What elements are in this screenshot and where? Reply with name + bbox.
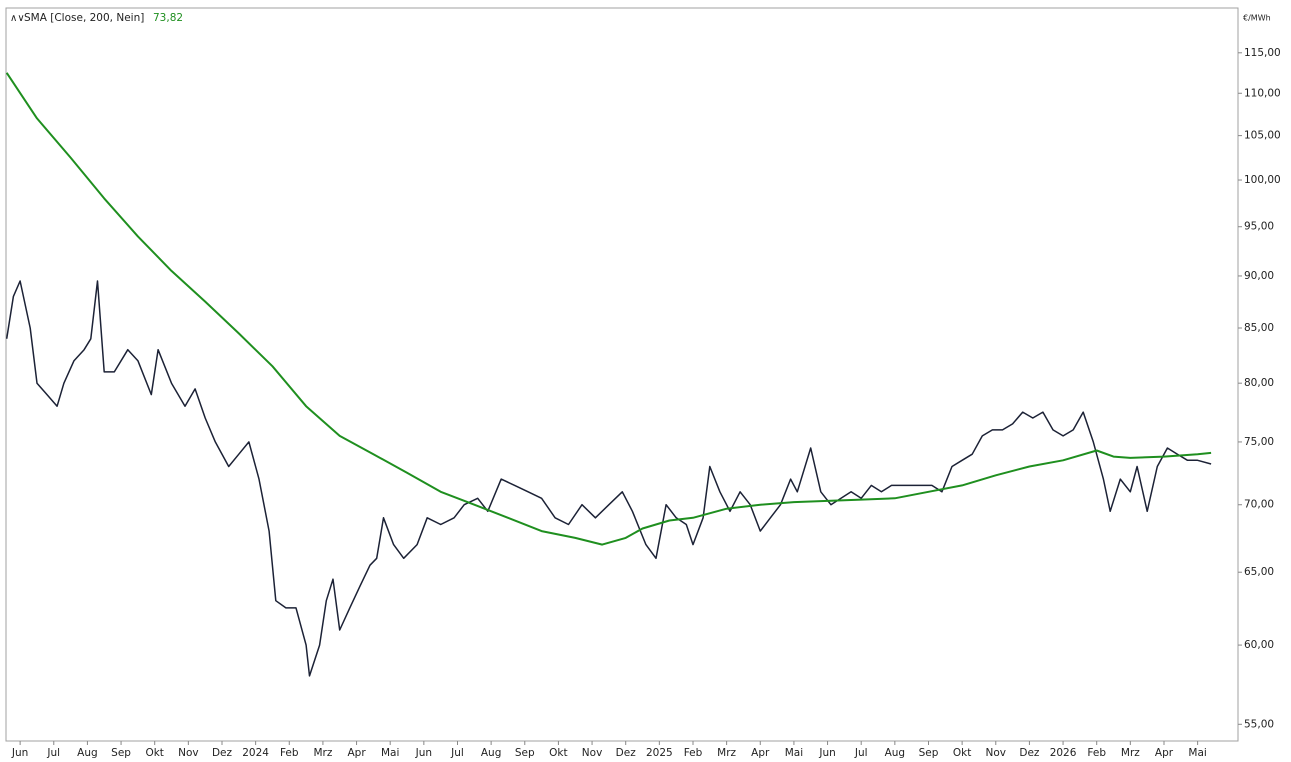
x-tick-label: Mai (381, 747, 399, 759)
x-tick-label: Okt (145, 747, 163, 759)
y-tick-label: 80,00 (1244, 377, 1274, 389)
x-tick-label: Feb (280, 747, 299, 759)
x-tick-label: Nov (582, 747, 603, 759)
y-tick-label: 110,00 (1244, 87, 1281, 99)
x-tick-label: Mai (1188, 747, 1206, 759)
unit-label: €/MWh (1243, 14, 1271, 23)
x-tick-label: Aug (481, 747, 502, 759)
x-tick-label: Dez (1019, 747, 1040, 759)
x-tick-label: Dez (212, 747, 233, 759)
x-tick-label: Jul (450, 747, 464, 759)
legend-value: 73,82 (153, 12, 183, 24)
y-tick-label: 65,00 (1244, 566, 1274, 578)
indicator-icon: ∧∨ (10, 13, 25, 24)
x-tick-label: Sep (919, 747, 939, 759)
y-tick-label: 100,00 (1244, 174, 1281, 186)
x-tick-label: Mrz (717, 747, 736, 759)
x-tick-label: Okt (953, 747, 971, 759)
y-tick-label: 105,00 (1244, 130, 1281, 142)
x-tick-label: Dez (616, 747, 637, 759)
x-tick-label: Mrz (313, 747, 332, 759)
x-tick-label: Aug (885, 747, 906, 759)
x-tick-label: Nov (986, 747, 1007, 759)
y-tick-label: 55,00 (1244, 718, 1274, 730)
y-tick-label: 85,00 (1244, 322, 1274, 334)
x-tick-label: Sep (515, 747, 535, 759)
x-tick-label: Feb (684, 747, 703, 759)
x-tick-label: Nov (178, 747, 199, 759)
x-tick-label: Jun (818, 747, 835, 759)
x-tick-label: Feb (1087, 747, 1106, 759)
x-tick-label: Okt (549, 747, 567, 759)
y-tick-label: 95,00 (1244, 221, 1274, 233)
x-tick-label: Apr (1155, 747, 1174, 759)
series-line (5, 280, 1212, 677)
x-tick-label: Mai (785, 747, 803, 759)
x-tick-label: Sep (111, 747, 131, 759)
y-tick-label: 70,00 (1244, 499, 1274, 511)
x-tick-label: 2026 (1050, 747, 1077, 759)
x-tick-label: 2025 (646, 747, 673, 759)
legend-label: SMA [Close, 200, Nein] (24, 12, 144, 24)
x-tick-label: Apr (751, 747, 770, 759)
x-tick-label: Apr (347, 747, 366, 759)
y-tick-label: 60,00 (1244, 639, 1274, 651)
y-tick-label: 75,00 (1244, 436, 1274, 448)
series-line (5, 72, 1212, 546)
x-tick-label: Jul (46, 747, 60, 759)
y-tick-label: 90,00 (1244, 270, 1274, 282)
x-tick-label: Jul (854, 747, 868, 759)
x-tick-label: 2024 (242, 747, 269, 759)
y-tick-label: 115,00 (1244, 47, 1281, 59)
x-tick-label: Mrz (1121, 747, 1140, 759)
x-tick-label: Aug (77, 747, 98, 759)
x-tick-label: Jun (415, 747, 432, 759)
x-tick-label: Jun (11, 747, 28, 759)
plot-frame (5, 7, 1239, 742)
